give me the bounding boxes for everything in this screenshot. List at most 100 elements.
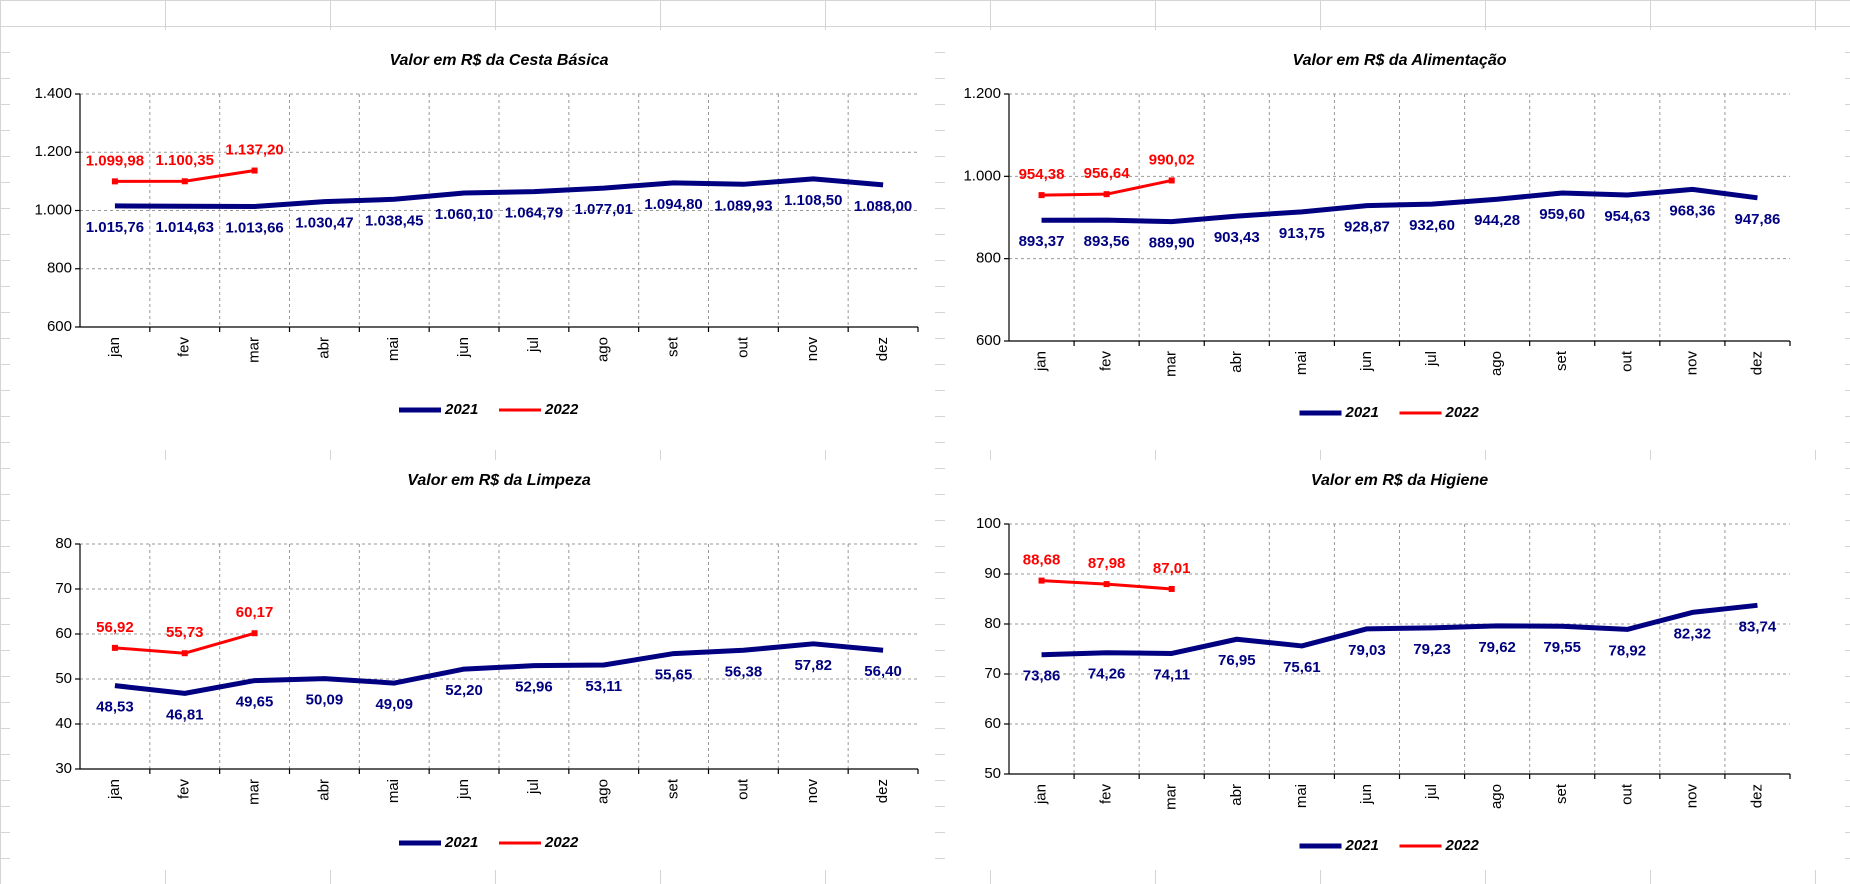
data-label: 79,55: [1543, 639, 1581, 656]
x-tick-label: out: [1618, 783, 1635, 805]
x-tick-label: dez: [1748, 351, 1765, 375]
data-label: 1.137,20: [225, 142, 283, 159]
point-marker: [1103, 191, 1110, 198]
x-tick-label: ago: [1488, 351, 1505, 376]
y-tick-label: 1.200: [963, 85, 1001, 102]
x-tick-label: mar: [246, 779, 263, 805]
x-tick-label: dez: [874, 337, 891, 361]
x-tick-label: nov: [804, 337, 821, 362]
x-tick-label: dez: [874, 779, 891, 803]
x-tick-label: nov: [1683, 784, 1700, 809]
y-tick-label: 30: [55, 760, 72, 777]
series-line: [114, 176, 884, 210]
x-tick-label: set: [665, 778, 682, 799]
chart-area: [945, 460, 1845, 870]
data-label: 968,36: [1669, 202, 1715, 219]
legend-label: 2022: [544, 834, 579, 851]
series-line: [1041, 602, 1758, 658]
data-label: 889,90: [1149, 235, 1195, 252]
x-tick-label: out: [1618, 350, 1635, 372]
x-tick-label: jun: [1358, 784, 1375, 805]
chart-title: Valor em R$ da Limpeza: [407, 472, 591, 489]
data-label: 954,63: [1604, 208, 1650, 225]
point-marker: [1038, 192, 1045, 199]
data-label: 1.038,45: [365, 212, 423, 229]
y-tick-label: 600: [976, 332, 1001, 349]
x-tick-label: jun: [455, 779, 472, 800]
point-marker: [1168, 585, 1175, 592]
data-label: 49,65: [236, 694, 274, 711]
point-marker: [1038, 577, 1045, 584]
data-label: 1.094,80: [644, 196, 702, 213]
x-tick-label: set: [665, 336, 682, 357]
legend-label: 2021: [1345, 404, 1379, 421]
x-tick-label: jan: [106, 779, 123, 800]
legend-label: 2022: [1445, 837, 1480, 854]
x-tick-label: jul: [525, 779, 542, 795]
data-label: 1.089,93: [714, 197, 772, 214]
data-label: 893,56: [1084, 233, 1130, 250]
x-tick-label: set: [1553, 350, 1570, 371]
data-label: 74,11: [1153, 666, 1190, 683]
data-label: 928,87: [1344, 219, 1390, 236]
legend-label: 2021: [444, 834, 478, 851]
y-tick-label: 100: [976, 515, 1001, 532]
x-tick-label: fev: [176, 337, 193, 358]
point-marker: [251, 630, 258, 637]
x-tick-label: fev: [1098, 784, 1115, 805]
x-tick-label: mai: [385, 779, 402, 803]
y-tick-label: 1.000: [963, 167, 1001, 184]
y-tick-label: 50: [55, 670, 72, 687]
x-tick-label: ago: [595, 779, 612, 804]
data-label: 83,74: [1739, 618, 1777, 635]
point-marker: [111, 178, 118, 185]
data-label: 1.014,63: [156, 219, 214, 236]
y-tick-label: 800: [47, 260, 72, 277]
data-label: 48,53: [96, 699, 134, 716]
data-label: 1.060,10: [435, 206, 493, 223]
data-label: 57,82: [794, 657, 832, 674]
x-tick-label: set: [1553, 783, 1570, 804]
data-label: 79,03: [1348, 642, 1386, 659]
x-tick-label: jun: [455, 337, 472, 358]
data-label: 87,01: [1153, 560, 1191, 577]
chart-title: Valor em R$ da Cesta Básica: [389, 52, 608, 69]
y-tick-label: 60: [55, 625, 72, 642]
data-label: 52,20: [445, 682, 483, 699]
data-label: 944,28: [1474, 212, 1520, 229]
legend-label: 2022: [1445, 404, 1480, 421]
series-line: [1041, 186, 1758, 225]
data-label: 1.099,98: [86, 152, 144, 169]
data-label: 1.030,47: [295, 215, 353, 232]
chart-area: [10, 460, 935, 870]
x-tick-label: abr: [315, 779, 332, 801]
y-tick-label: 60: [984, 715, 1001, 732]
point-marker: [1168, 177, 1175, 184]
data-label: 60,17: [236, 604, 274, 621]
data-label: 1.108,50: [784, 192, 842, 209]
y-tick-label: 1.200: [34, 143, 72, 160]
point-marker: [1103, 581, 1110, 588]
data-label: 954,38: [1019, 166, 1065, 183]
legend-label: 2021: [1345, 837, 1379, 854]
x-tick-label: out: [734, 336, 751, 358]
data-label: 76,95: [1218, 652, 1256, 669]
data-label: 1.015,76: [86, 219, 144, 236]
data-label: 78,92: [1609, 642, 1647, 659]
y-tick-label: 70: [55, 580, 72, 597]
data-label: 73,86: [1023, 668, 1061, 685]
x-tick-label: abr: [315, 337, 332, 359]
data-label: 50,09: [306, 692, 344, 709]
chart-title: Valor em R$ da Alimentação: [1293, 52, 1507, 69]
x-tick-label: dez: [1748, 784, 1765, 808]
y-tick-label: 90: [984, 565, 1001, 582]
data-label: 947,86: [1735, 211, 1781, 228]
x-tick-label: jan: [1033, 351, 1050, 372]
x-tick-label: out: [734, 778, 751, 800]
data-label: 990,02: [1149, 151, 1195, 168]
x-tick-label: ago: [1488, 784, 1505, 809]
data-label: 74,26: [1088, 666, 1126, 683]
data-label: 913,75: [1279, 225, 1325, 242]
data-label: 55,73: [166, 624, 204, 641]
